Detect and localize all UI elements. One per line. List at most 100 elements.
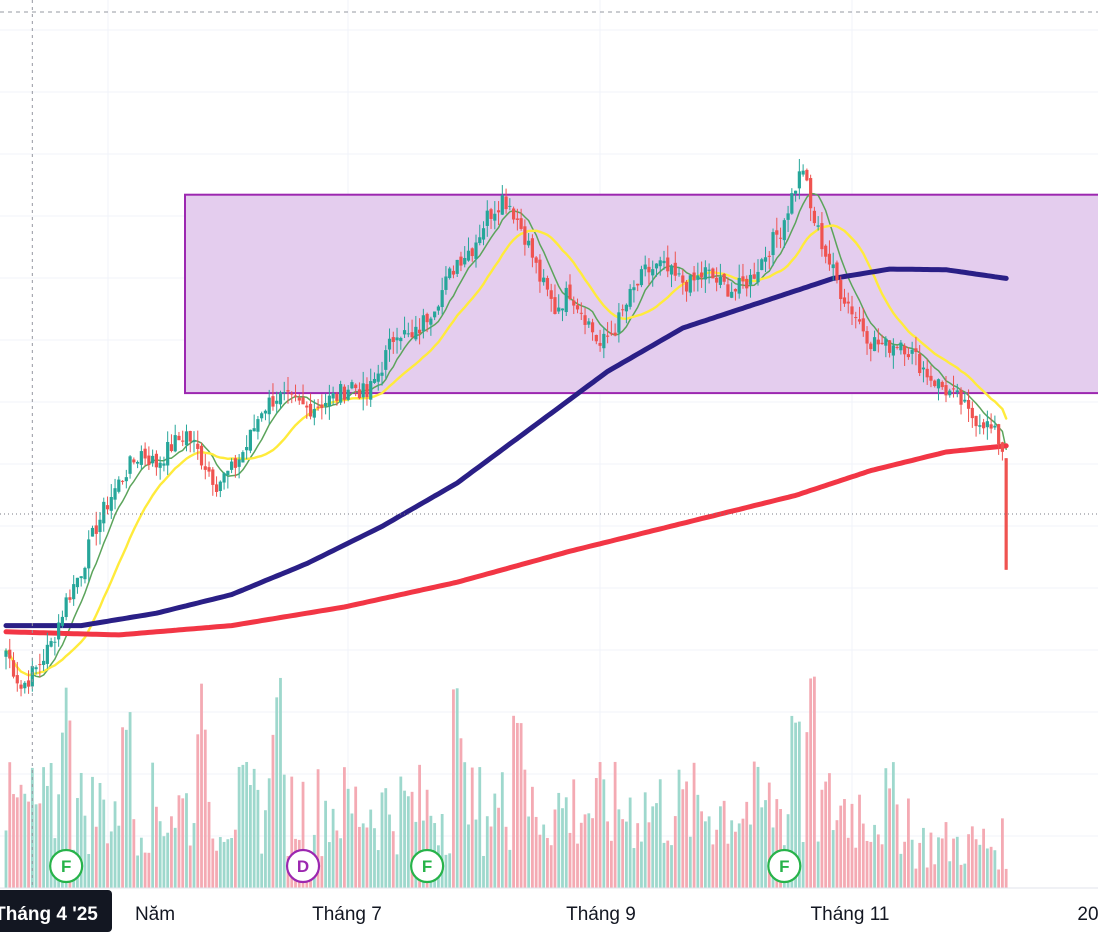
candle-body bbox=[786, 213, 790, 220]
volume-bar bbox=[670, 845, 673, 888]
candle-body bbox=[132, 459, 136, 463]
candle-body bbox=[444, 276, 448, 290]
candle-body bbox=[587, 321, 591, 325]
volume-bar bbox=[252, 768, 256, 888]
candle-body bbox=[335, 393, 339, 401]
moving-average-lines bbox=[3, 192, 1009, 678]
candle-body bbox=[790, 193, 794, 214]
candle-body bbox=[895, 346, 899, 348]
candle-body bbox=[68, 597, 72, 600]
candle-body bbox=[42, 660, 46, 665]
candle-body bbox=[440, 290, 444, 308]
volume-bar bbox=[34, 804, 38, 888]
candle-body bbox=[271, 396, 275, 407]
volume-bar bbox=[290, 776, 294, 888]
volume-bar bbox=[493, 793, 497, 888]
volume-bar bbox=[734, 831, 737, 888]
volume-bar bbox=[369, 809, 373, 888]
volume-bar bbox=[880, 844, 884, 888]
candle-body bbox=[143, 448, 147, 459]
volume-bar bbox=[515, 722, 519, 888]
candle-body bbox=[30, 666, 34, 687]
ma-line-fast bbox=[5, 192, 1007, 678]
volume-bar bbox=[767, 782, 771, 888]
x-axis: Tháng 4 '25 Năm Tháng 7 Tháng 9 Tháng 11 20 bbox=[0, 887, 1098, 932]
candle-body bbox=[327, 395, 331, 407]
event-marker-F: F bbox=[410, 848, 445, 884]
volume-bar bbox=[760, 807, 764, 888]
candle-body bbox=[79, 576, 83, 579]
volume-bar bbox=[124, 729, 128, 888]
candle-body bbox=[241, 452, 245, 463]
volume-bar bbox=[354, 786, 358, 888]
volume-bar bbox=[117, 825, 121, 888]
volume-bar bbox=[489, 826, 493, 888]
candle-body bbox=[410, 332, 414, 338]
volume-bar bbox=[222, 841, 226, 888]
volume-bar bbox=[989, 846, 993, 888]
candle-body bbox=[136, 461, 140, 464]
candle-body bbox=[361, 383, 365, 398]
candle-body bbox=[166, 441, 170, 466]
candle-body bbox=[399, 337, 403, 342]
volume-bar bbox=[61, 732, 64, 888]
volume-bar bbox=[331, 808, 335, 888]
volume-bar bbox=[636, 823, 640, 888]
volume-bar bbox=[745, 801, 749, 888]
candle-body bbox=[621, 309, 625, 311]
volume-bar bbox=[756, 766, 760, 888]
volume-bar bbox=[121, 727, 124, 888]
volume-bar bbox=[170, 816, 173, 888]
candle-body bbox=[117, 479, 121, 492]
volume-bar bbox=[45, 785, 49, 888]
volume-bar bbox=[696, 794, 700, 888]
x-tick-label: 20 bbox=[1077, 904, 1098, 925]
resistance-zone-box[interactable] bbox=[184, 193, 1098, 395]
candle-body bbox=[339, 384, 343, 403]
volume-bar bbox=[448, 853, 452, 888]
candle-body bbox=[854, 317, 858, 319]
candle-body bbox=[102, 501, 106, 524]
candle-body bbox=[245, 447, 249, 451]
candle-body bbox=[993, 425, 997, 428]
volume-bar bbox=[440, 814, 444, 888]
volume-bar bbox=[715, 829, 719, 888]
candle-body bbox=[372, 378, 377, 383]
volume-bar bbox=[850, 803, 854, 888]
volume-bar bbox=[873, 824, 876, 888]
candle-body bbox=[414, 326, 418, 340]
volume-bar bbox=[549, 845, 553, 888]
volume-bar bbox=[997, 869, 1001, 888]
candle-body bbox=[64, 597, 68, 618]
volume-bar bbox=[218, 837, 222, 888]
volume-bar bbox=[876, 834, 880, 888]
volume-bar bbox=[406, 796, 410, 888]
volume-bar bbox=[508, 849, 512, 888]
candle-body bbox=[45, 644, 49, 664]
volume-bar bbox=[658, 779, 662, 888]
candle-body bbox=[282, 392, 286, 394]
volume-bar bbox=[816, 841, 820, 888]
volume-bar bbox=[594, 778, 598, 888]
candle-body bbox=[880, 342, 884, 344]
candle-body bbox=[542, 277, 546, 283]
candle-body bbox=[982, 422, 986, 429]
candle-body bbox=[639, 269, 644, 286]
volume-bar bbox=[500, 772, 504, 888]
candle-body bbox=[816, 225, 820, 227]
volume-bar bbox=[358, 826, 361, 888]
volume-bar bbox=[38, 803, 42, 888]
candle-body bbox=[120, 480, 125, 482]
volume-bar bbox=[790, 715, 794, 888]
x-tick-label: Tháng 7 bbox=[312, 904, 382, 925]
candle-body bbox=[173, 435, 177, 452]
volume-bar bbox=[158, 821, 162, 888]
volume-bar bbox=[226, 839, 230, 888]
candle-body bbox=[72, 584, 76, 600]
candle-body bbox=[899, 342, 903, 351]
volume-bar bbox=[647, 822, 651, 888]
candle-body bbox=[425, 313, 429, 323]
volume-bar bbox=[365, 827, 369, 888]
